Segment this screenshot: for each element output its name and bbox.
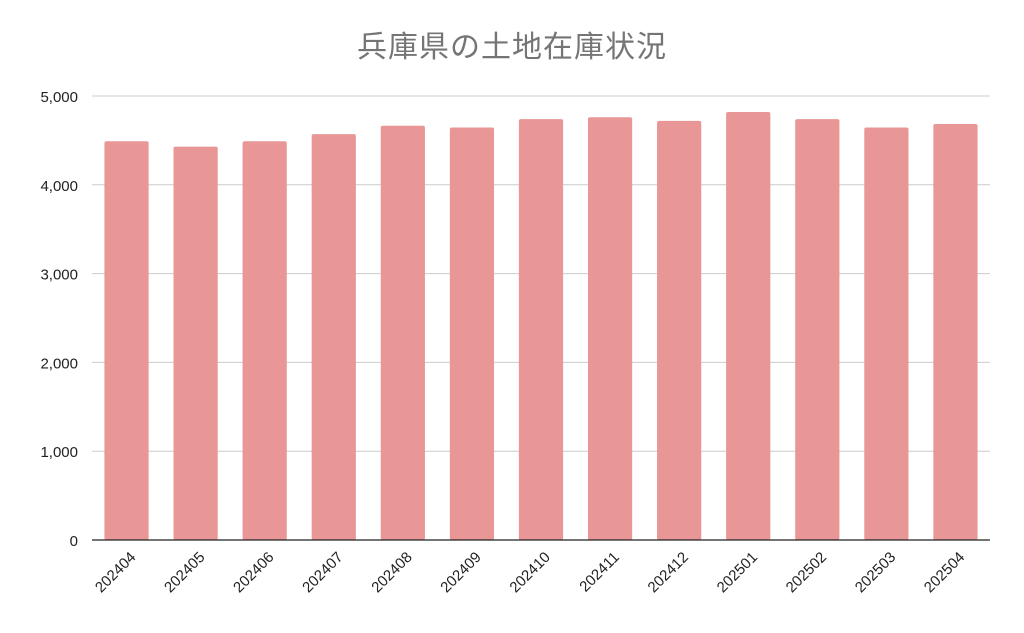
bar [518,119,564,540]
bar [726,111,771,540]
bar [104,141,149,540]
y-tick-label: 2,000 [40,355,78,372]
x-tick-label: 202502 [783,549,830,596]
y-tick-label: 1,000 [40,444,78,461]
bar [311,134,356,540]
x-tick-label: 202405 [161,549,208,596]
x-tick-label: 202412 [645,549,692,596]
y-tick-label: 3,000 [40,267,78,284]
x-tick-label: 202408 [368,549,415,596]
x-tick-label: 202501 [714,549,761,596]
x-tick-label: 202406 [230,549,277,596]
chart-title: 兵庫県の土地在庫状況 [357,30,667,65]
bar [657,120,702,540]
bar [864,127,909,541]
bar [933,123,978,541]
x-tick-label: 202504 [921,549,968,596]
y-tick-label: 5,000 [40,89,78,106]
x-tick-label: 202411 [576,549,623,596]
bar [173,146,218,540]
x-tick-label: 202409 [437,549,484,596]
x-tick-label: 202404 [92,549,139,596]
bar [795,119,840,540]
bar [587,117,633,540]
y-tick-label: 4,000 [40,178,78,195]
bar [380,125,425,541]
bar [242,141,287,540]
x-tick-label: 202503 [852,549,899,596]
y-tick-label: 0 [70,533,78,550]
x-tick-label: 202407 [299,549,346,596]
x-tick-label: 202410 [506,549,553,596]
bar [449,127,495,541]
